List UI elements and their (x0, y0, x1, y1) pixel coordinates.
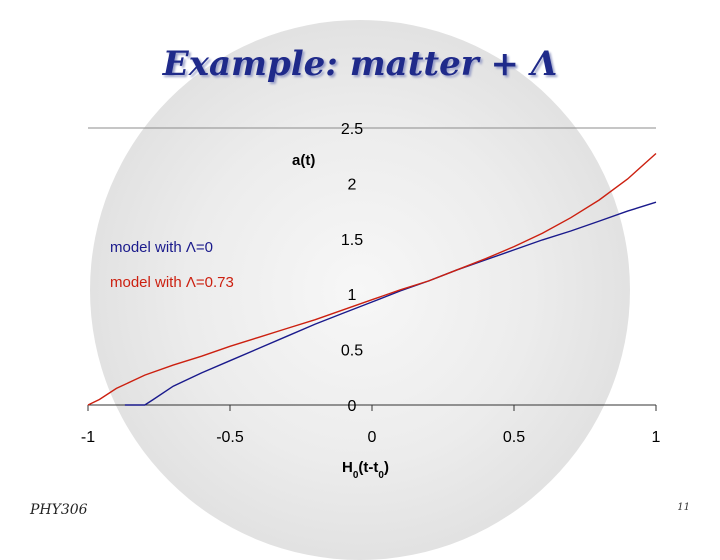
y-tick-label-1: 0.5 (341, 343, 363, 360)
footer-course: PHY306 (30, 502, 88, 518)
x-axis-label: H0(t-t0) (342, 459, 389, 481)
x-axis-label-mid: (t-t (358, 459, 378, 476)
legend-entry-lambda-073: model with Λ=0.73 (110, 274, 234, 291)
y-axis-label: a(t) (292, 152, 315, 169)
series-group (87, 152, 657, 406)
x-tick-label-4: 1 (652, 429, 661, 446)
x-tick-label-2: 0 (368, 429, 377, 446)
legend-entry-lambda-0: model with Λ=0 (110, 239, 213, 256)
x-tick-label-0: -1 (81, 429, 95, 446)
y-tick-label-5: 2.5 (341, 121, 363, 138)
series-line-0 (124, 201, 657, 406)
x-axis-label-sub1: 0 (353, 470, 359, 481)
footer-page-number: 11 (677, 502, 690, 513)
x-tick-label-3: 0.5 (503, 429, 525, 446)
x-axis-label-main: H (342, 459, 353, 476)
background-disk (90, 20, 630, 560)
chart: -1 -0.5 0 0.5 100.511.522.5 a(t) H0(t-t0) mo… (81, 121, 661, 481)
x-axis-label-end: ) (384, 459, 389, 476)
x-tick-label-1: -0.5 (216, 429, 244, 446)
y-tick-label-3: 1.5 (341, 232, 363, 249)
x-axis-label-sub2: 0 (378, 470, 384, 481)
ticks: -1 -0.5 0 0.5 1 0 0.5 1 1.5 2 2.5 (81, 121, 661, 446)
y-tick-label-4: 2 (348, 176, 357, 193)
series-line-1 (87, 152, 657, 406)
y-tick-label-2: 1 (348, 287, 357, 304)
page-title: Example: matter + Λ (162, 44, 558, 84)
y-tick-label-0: 0 (348, 398, 357, 415)
